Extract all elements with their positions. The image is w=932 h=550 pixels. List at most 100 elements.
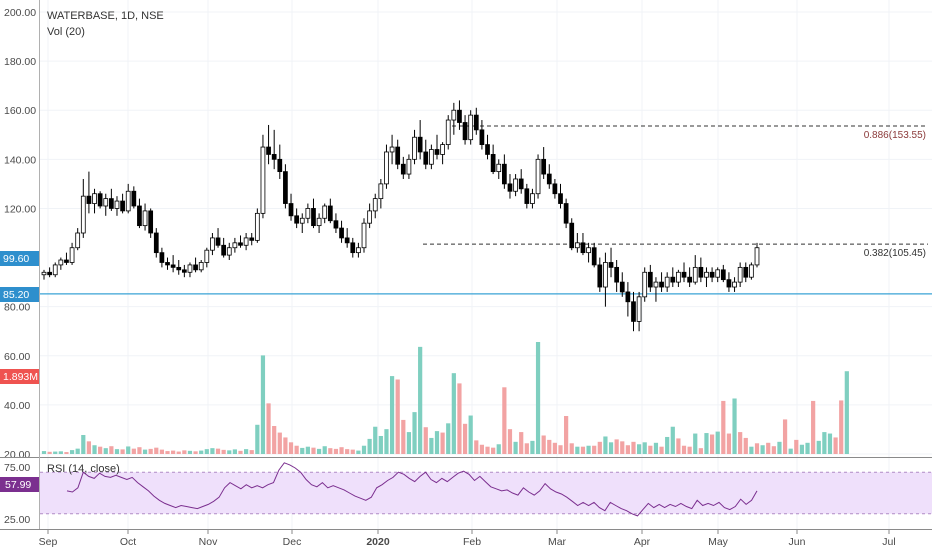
volume-bar <box>462 423 468 454</box>
volume-bar <box>586 445 591 454</box>
candle-body <box>350 242 356 254</box>
candle-body <box>445 119 451 145</box>
candle <box>249 233 255 246</box>
candle-body <box>97 193 103 207</box>
candle <box>698 257 704 283</box>
candle-body <box>254 212 260 241</box>
volume-bar <box>726 433 732 454</box>
volume-bar <box>457 383 462 454</box>
volume-bar <box>592 445 597 454</box>
candle-body <box>423 151 429 165</box>
candle-body <box>305 208 311 219</box>
volume-bar <box>681 445 687 454</box>
candle-body <box>221 244 227 256</box>
candle-body <box>485 144 490 155</box>
candle-body <box>608 262 614 268</box>
candle-body <box>109 198 114 209</box>
candle <box>80 178 86 238</box>
time-tick-label: 2020 <box>366 536 390 548</box>
candle-body <box>384 151 389 185</box>
candle <box>215 228 221 248</box>
candle <box>131 186 137 209</box>
fib-level-label: 0.886(153.55) <box>864 130 926 141</box>
rsi-indicator-label[interactable]: RSI (14, close) <box>47 463 120 475</box>
candle <box>552 178 558 199</box>
volume-bar <box>474 440 479 454</box>
fib-level-label: 0.382(105.45) <box>864 248 926 259</box>
volume-bar <box>103 448 108 454</box>
candle <box>653 277 659 302</box>
volume-bar <box>114 449 120 454</box>
candle-body <box>507 183 513 192</box>
volume-bar <box>665 436 670 454</box>
candle-body <box>339 227 344 239</box>
candle <box>311 198 316 229</box>
candle <box>647 264 653 292</box>
volume-bar <box>440 432 445 454</box>
candle-body <box>473 114 479 131</box>
price-tick-label: 80.00 <box>4 302 30 314</box>
volume-bar <box>541 435 546 454</box>
symbol-title[interactable]: WATERBASE, 1D, NSE <box>47 10 164 22</box>
candle <box>69 242 75 265</box>
candle-body <box>462 122 468 141</box>
volume-bar <box>782 419 788 454</box>
volume-indicator-label[interactable]: Vol (20) <box>47 26 85 38</box>
volume-bar <box>738 432 743 454</box>
time-tick-label: Jul <box>882 536 895 548</box>
price-tick-label: 40.00 <box>4 400 30 412</box>
volume-bar <box>227 450 232 454</box>
fibonacci-levels[interactable]: 0.886(153.55) 0.382(105.45) <box>423 125 928 259</box>
volume-bar <box>322 446 327 454</box>
candle <box>457 100 462 130</box>
candle <box>743 262 749 283</box>
candle-body <box>47 271 52 276</box>
volume-bar <box>496 444 501 454</box>
time-tick-label: Jun <box>789 536 806 548</box>
volume-bar <box>58 451 63 454</box>
volume-bar <box>361 445 367 454</box>
volume-bar <box>642 442 647 454</box>
candle-body <box>530 193 535 204</box>
candle-body <box>614 266 620 283</box>
candle <box>142 203 148 231</box>
candle-body <box>378 183 384 200</box>
volume-bar <box>552 442 557 454</box>
candle-body <box>496 163 502 173</box>
candle-body <box>322 205 328 219</box>
candle <box>333 213 339 233</box>
volume-bar <box>468 415 473 454</box>
candle-body <box>709 271 715 278</box>
candle-body <box>451 109 457 121</box>
candle-body <box>580 242 586 254</box>
volume-bar <box>844 371 849 454</box>
volume-bar <box>187 450 193 454</box>
candle <box>395 139 401 170</box>
candle <box>490 144 496 175</box>
candle <box>608 247 614 278</box>
candle-body <box>412 136 417 160</box>
time-tick-label: Mar <box>548 536 567 548</box>
volume-bar <box>569 443 574 454</box>
rsi-tick-label: 25.00 <box>4 514 30 526</box>
candle-body <box>176 266 182 271</box>
candle <box>52 262 58 278</box>
candle-body <box>210 237 215 251</box>
volume-bar <box>232 449 237 454</box>
candle <box>204 247 210 268</box>
candle <box>704 267 709 288</box>
candle <box>92 188 97 214</box>
volume-bar <box>636 444 642 454</box>
candle <box>176 260 182 275</box>
volume-bar <box>418 346 423 454</box>
volume-bar <box>126 446 131 454</box>
candle-body <box>636 296 642 322</box>
volume-last-value: 1.893M <box>3 371 38 383</box>
candle <box>210 233 215 256</box>
candle-body <box>670 276 676 283</box>
candle-body <box>406 158 412 175</box>
volume-bar <box>631 441 636 454</box>
candle-body <box>625 291 631 303</box>
